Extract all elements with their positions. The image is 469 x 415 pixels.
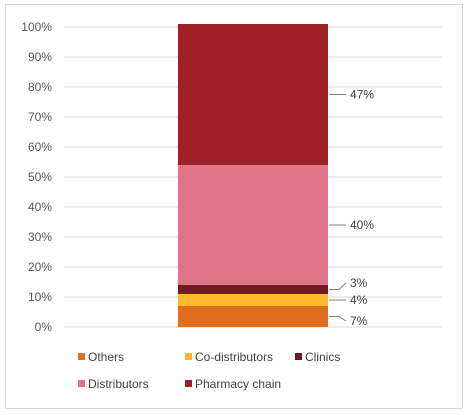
legend-swatch-clinics	[295, 353, 302, 360]
legend-label-others: Others	[88, 350, 124, 364]
legend-label-distributors: Distributors	[88, 377, 149, 391]
leader-line	[329, 316, 347, 322]
bar-segment-pharmacy-chain	[178, 24, 328, 165]
legend-label-clinics: Clinics	[305, 350, 340, 364]
y-tick-label: 100%	[21, 20, 52, 34]
data-label-others: 7%	[350, 314, 368, 328]
legend-swatch-pharmacy-chain	[185, 380, 192, 387]
y-tick-label: 40%	[28, 200, 52, 214]
leader-line	[329, 282, 347, 290]
y-axis-tick-labels: 0% 10% 20% 30% 40% 50% 60% 70% 80% 90% 100%	[21, 20, 52, 334]
y-tick-label: 30%	[28, 230, 52, 244]
data-labels: 7% 4% 3% 40% 47%	[350, 88, 374, 329]
label-leader-lines	[329, 94, 347, 322]
legend: Others Co-distributors Clinics Distributors…	[78, 350, 340, 391]
legend-swatch-others	[78, 353, 85, 360]
data-label-co-distributors: 4%	[350, 293, 368, 307]
y-tick-label: 10%	[28, 290, 52, 304]
y-tick-label: 60%	[28, 140, 52, 154]
y-tick-label: 20%	[28, 260, 52, 274]
bar-segment-others	[178, 306, 328, 327]
legend-label-co-distributors: Co-distributors	[195, 350, 273, 364]
y-tick-label: 0%	[35, 320, 53, 334]
legend-swatch-co-distributors	[185, 353, 192, 360]
y-tick-label: 70%	[28, 110, 52, 124]
bar-segment-clinics	[178, 285, 328, 294]
legend-swatch-distributors	[78, 380, 85, 387]
bar-segment-co-distributors	[178, 294, 328, 306]
bar-segment-distributors	[178, 165, 328, 285]
data-label-pharmacy-chain: 47%	[350, 88, 374, 102]
bar-segments	[178, 24, 328, 327]
y-tick-label: 50%	[28, 170, 52, 184]
data-label-clinics: 3%	[350, 276, 368, 290]
y-tick-label: 80%	[28, 80, 52, 94]
data-label-distributors: 40%	[350, 218, 374, 232]
y-tick-label: 90%	[28, 50, 52, 64]
legend-label-pharmacy-chain: Pharmacy chain	[195, 377, 281, 391]
